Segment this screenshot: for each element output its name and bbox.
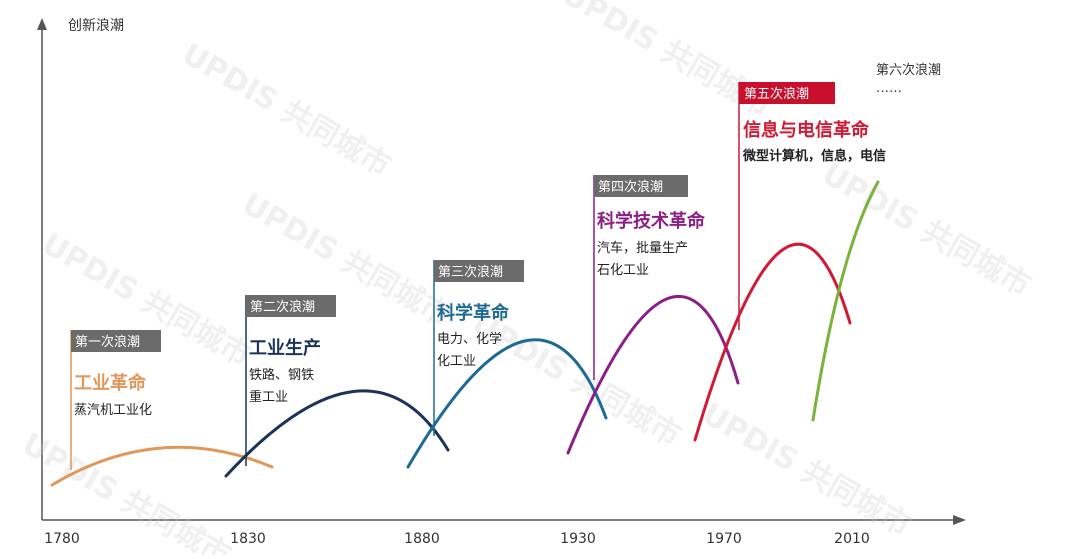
x-tick-1830: 1830	[230, 531, 266, 547]
x-tick-2010: 2010	[834, 531, 870, 547]
wave-5-title: 信息与电信革命	[743, 119, 870, 141]
watermark-text-6: UPDIS 共同城市	[816, 157, 1037, 305]
wave-2-label: 第二次浪潮 工业生产 铁路、钢铁 重工业	[245, 295, 336, 466]
wave-2-tag-box	[246, 295, 336, 317]
wave-4-detail-1: 汽车，批量生产	[597, 240, 688, 256]
x-tick-1930: 1930	[560, 531, 596, 547]
x-axis-arrow	[953, 515, 966, 525]
wave-curve-2	[224, 389, 450, 478]
wave-4-tag-box	[594, 175, 688, 197]
wave-4-label: 第四次浪潮 科学技术革命 汽车，批量生产 石化工业	[593, 175, 706, 380]
wave-3-title: 科学革命	[437, 302, 510, 324]
wave-5-detail-1: 微型计算机，信息，电信	[742, 148, 886, 164]
wave-2-title: 工业生产	[249, 337, 321, 359]
watermark-text-1: UPDIS 共同城市	[36, 227, 257, 375]
watermark-text-2: UPDIS 共同城市	[176, 37, 397, 185]
wave-curve-3	[406, 338, 608, 469]
wave-1-detail-1: 蒸汽机工业化	[74, 403, 152, 418]
wave-3-tag-box	[434, 260, 524, 282]
watermark-text-3: UPDIS 共同城市	[556, 0, 777, 124]
wave-5-tag: 第五次浪潮	[744, 86, 809, 102]
wave-5-label: 第五次浪潮 信息与电信革命 微型计算机，信息，电信	[738, 82, 886, 330]
y-axis-arrow	[37, 18, 47, 30]
wave-1-title: 工业革命	[74, 372, 147, 394]
wave-curve-5	[693, 242, 852, 442]
wave-1-tag-box	[71, 330, 161, 352]
x-tick-1880: 1880	[404, 531, 440, 547]
wave-3-label: 第三次浪潮 科学革命 电力、化学 化工业	[433, 260, 524, 436]
wave-curve-6	[811, 180, 880, 422]
wave-4-detail-2: 石化工业	[597, 263, 649, 278]
wave-1-label: 第一次浪潮 工业革命 蒸汽机工业化	[70, 330, 161, 470]
wave-3-detail-2: 化工业	[437, 354, 476, 369]
wave-4-tag: 第四次浪潮	[598, 179, 663, 195]
wave-1-tag: 第一次浪潮	[75, 334, 140, 350]
y-axis-label: 创新浪潮	[68, 18, 124, 34]
wave-2-detail-1: 铁路、钢铁	[249, 367, 314, 383]
wave-3-tag: 第三次浪潮	[438, 264, 503, 280]
wave-6-detail-1: ……	[876, 81, 902, 96]
wave-2-tag: 第二次浪潮	[250, 299, 315, 315]
x-tick-1780: 1780	[44, 531, 80, 547]
wave-5-tag-box	[739, 82, 835, 104]
watermark-text-7: UPDIS 共同城市	[696, 397, 917, 545]
wave-6-label: 第六次浪潮 ……	[876, 62, 941, 96]
wave-4-title: 科学技术革命	[597, 210, 706, 232]
wave-curve-4	[566, 295, 740, 455]
wave-6-tag: 第六次浪潮	[876, 62, 941, 78]
x-tick-1970: 1970	[706, 531, 742, 547]
wave-2-detail-2: 重工业	[249, 389, 288, 405]
wave-3-detail-1: 电力、化学	[437, 331, 502, 347]
